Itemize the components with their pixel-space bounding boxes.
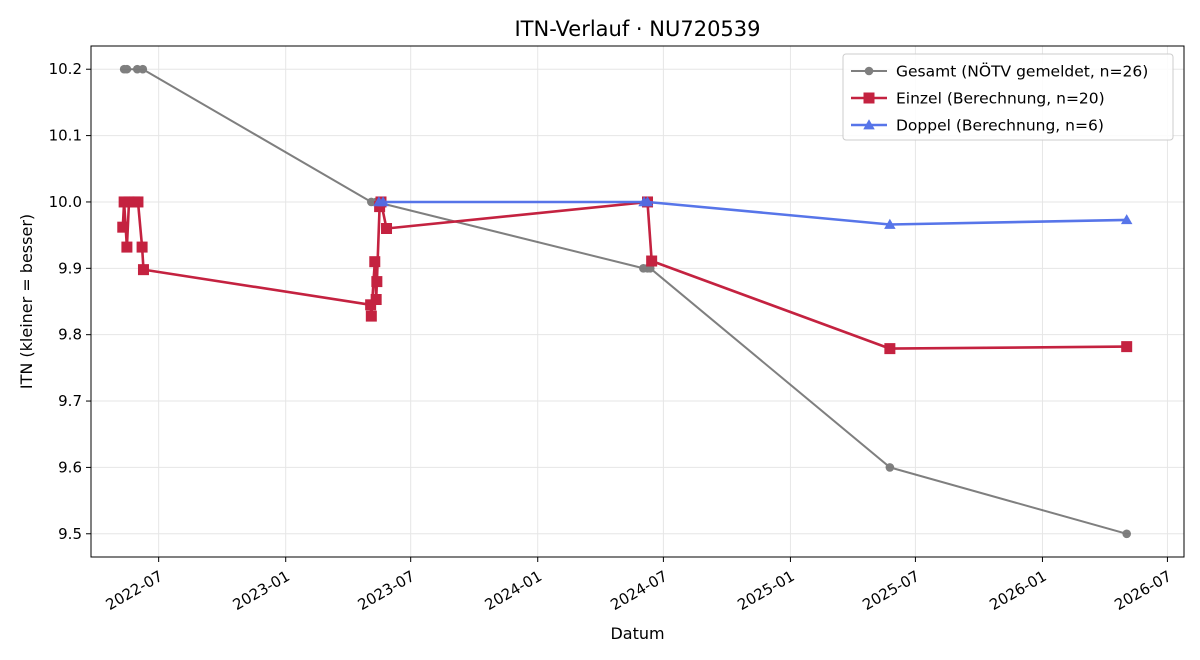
y-tick-label: 9.9 (58, 259, 82, 277)
legend-swatch-marker (863, 92, 875, 104)
data-point (369, 256, 381, 268)
data-point (370, 294, 382, 306)
data-point (1120, 214, 1133, 225)
y-tick-label: 9.7 (58, 392, 82, 410)
grid (91, 46, 1184, 557)
y-tick-label: 9.5 (58, 525, 82, 543)
series-3 (373, 196, 1133, 229)
chart-title: ITN-Verlauf · NU720539 (514, 17, 760, 41)
series-layer (117, 64, 1133, 539)
data-point (121, 241, 133, 253)
data-point (1122, 529, 1131, 539)
data-point (646, 255, 658, 267)
data-point (117, 221, 129, 233)
x-axis-label: Datum (610, 624, 664, 643)
legend-item (851, 66, 887, 76)
y-tick-label: 9.6 (58, 458, 82, 476)
legend-swatch-marker (864, 66, 874, 76)
data-point (122, 64, 132, 74)
data-point (885, 463, 895, 472)
legend-label: Gesamt (NÖTV gemeldet, n=26) (896, 62, 1148, 81)
y-axis-label: ITN (kleiner = besser) (17, 214, 36, 389)
data-point (641, 196, 654, 207)
y-tick-label: 10.2 (49, 60, 82, 78)
legend-label: Doppel (Berechnung, n=6) (896, 117, 1104, 135)
data-point (123, 196, 135, 208)
legend-swatch-marker (863, 119, 875, 130)
data-point (377, 196, 389, 207)
data-point (884, 218, 896, 229)
y-tick-label: 9.8 (58, 326, 82, 344)
data-point (371, 276, 383, 288)
data-point (381, 223, 393, 234)
plot-frame (90, 45, 1185, 558)
legend: Gesamt (NÖTV gemeldet, n=26) Einzel (Bere… (842, 53, 1174, 141)
legend-box (842, 53, 1174, 141)
data-point (138, 64, 148, 74)
legend-label: Einzel (Berechnung, n=20) (896, 90, 1105, 108)
y-tick-label: 10.0 (49, 193, 82, 211)
data-point (136, 241, 148, 253)
legend-item (851, 119, 887, 130)
data-point (137, 264, 149, 276)
data-point (365, 299, 377, 311)
legend-item (851, 92, 887, 104)
data-point (132, 196, 144, 208)
data-point (1121, 341, 1133, 353)
y-tick-label: 10.1 (49, 127, 82, 145)
data-point (365, 310, 377, 322)
data-point (884, 343, 896, 355)
